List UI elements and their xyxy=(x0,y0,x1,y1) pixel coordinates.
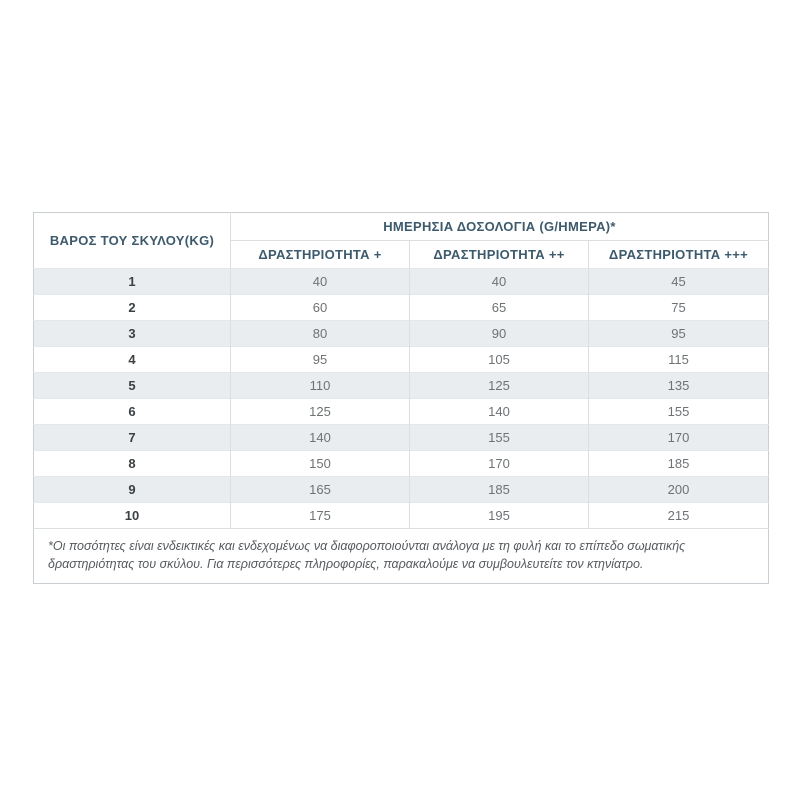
dosage-cell: 105 xyxy=(409,346,589,373)
dosage-cell: 45 xyxy=(588,268,769,295)
dosage-cell: 115 xyxy=(588,346,769,373)
table-row: 6 125 140 155 xyxy=(33,398,769,425)
weight-cell: 9 xyxy=(33,476,231,503)
dosage-cell: 185 xyxy=(588,450,769,477)
dosage-cell: 125 xyxy=(409,372,589,399)
table-row: 5 110 125 135 xyxy=(33,372,769,399)
table-row: 7 140 155 170 xyxy=(33,424,769,451)
dosage-table-header: ΒΑΡΟΣ ΤΟΥ ΣΚΥΛΟΥ(KG) ΗΜΕΡΗΣΙΑ ΔΟΣΟΛΟΓΙΑ … xyxy=(33,212,769,269)
dosage-cell: 125 xyxy=(230,398,410,425)
weight-cell: 6 xyxy=(33,398,231,425)
dosage-table-body: 1 40 40 45 2 60 65 75 3 80 90 95 4 95 105 115 5 110 125 135… xyxy=(33,268,769,529)
footnote-text: *Οι ποσότητες είναι ενδεικτικές και ενδε… xyxy=(48,539,686,572)
dosage-cell: 110 xyxy=(230,372,410,399)
dosage-cell: 95 xyxy=(230,346,410,373)
dosage-cell: 170 xyxy=(588,424,769,451)
weight-cell: 1 xyxy=(33,268,231,295)
table-row: 10 175 195 215 xyxy=(33,502,769,529)
activity-plus-plus-header: ΔΡΑΣΤΗΡΙΟΤΗΤΑ ++ xyxy=(409,240,589,269)
dosage-cell: 140 xyxy=(409,398,589,425)
dosage-table-footer: *Οι ποσότητες είναι ενδεικτικές και ενδε… xyxy=(33,527,769,584)
dosage-cell: 185 xyxy=(409,476,589,503)
weight-cell: 3 xyxy=(33,320,231,347)
dosage-cell: 155 xyxy=(588,398,769,425)
activity-plus-plus-plus-header: ΔΡΑΣΤΗΡΙΟΤΗΤΑ +++ xyxy=(588,240,769,269)
weight-cell: 5 xyxy=(33,372,231,399)
dosage-cell: 95 xyxy=(588,320,769,347)
dosage-cell: 165 xyxy=(230,476,410,503)
dosage-cell: 40 xyxy=(230,268,410,295)
dosage-cell: 135 xyxy=(588,372,769,399)
dosage-cell: 65 xyxy=(409,294,589,321)
weight-cell: 10 xyxy=(33,502,231,529)
table-row: 4 95 105 115 xyxy=(33,346,769,373)
table-row: 3 80 90 95 xyxy=(33,320,769,347)
weight-cell: 4 xyxy=(33,346,231,373)
daily-dosage-header: ΗΜΕΡΗΣΙΑ ΔΟΣΟΛΟΓΙΑ (G/ΗΜΕΡΑ)* xyxy=(230,212,769,241)
weight-cell: 8 xyxy=(33,450,231,477)
dosage-cell: 40 xyxy=(409,268,589,295)
table-row: 8 150 170 185 xyxy=(33,450,769,477)
dosage-cell: 175 xyxy=(230,502,410,529)
weight-column-header: ΒΑΡΟΣ ΤΟΥ ΣΚΥΛΟΥ(KG) xyxy=(33,212,231,269)
dosage-cell: 155 xyxy=(409,424,589,451)
dosage-cell: 200 xyxy=(588,476,769,503)
dosage-cell: 90 xyxy=(409,320,589,347)
dosage-cell: 60 xyxy=(230,294,410,321)
dosage-cell: 150 xyxy=(230,450,410,477)
footnote-cell: *Οι ποσότητες είναι ενδεικτικές και ενδε… xyxy=(33,527,769,584)
dosage-cell: 80 xyxy=(230,320,410,347)
table-row: 2 60 65 75 xyxy=(33,294,769,321)
table-row: 9 165 185 200 xyxy=(33,476,769,503)
activity-plus-header: ΔΡΑΣΤΗΡΙΟΤΗΤΑ + xyxy=(230,240,410,269)
weight-cell: 2 xyxy=(33,294,231,321)
dosage-cell: 215 xyxy=(588,502,769,529)
weight-cell: 7 xyxy=(33,424,231,451)
table-row: 1 40 40 45 xyxy=(33,268,769,295)
dosage-cell: 140 xyxy=(230,424,410,451)
dosage-cell: 195 xyxy=(409,502,589,529)
dosage-table-section: ΒΑΡΟΣ ΤΟΥ ΣΚΥΛΟΥ(KG) ΗΜΕΡΗΣΙΑ ΔΟΣΟΛΟΓΙΑ … xyxy=(33,212,769,585)
dosage-cell: 75 xyxy=(588,294,769,321)
dosage-cell: 170 xyxy=(409,450,589,477)
dosage-table: ΒΑΡΟΣ ΤΟΥ ΣΚΥΛΟΥ(KG) ΗΜΕΡΗΣΙΑ ΔΟΣΟΛΟΓΙΑ … xyxy=(33,212,769,585)
